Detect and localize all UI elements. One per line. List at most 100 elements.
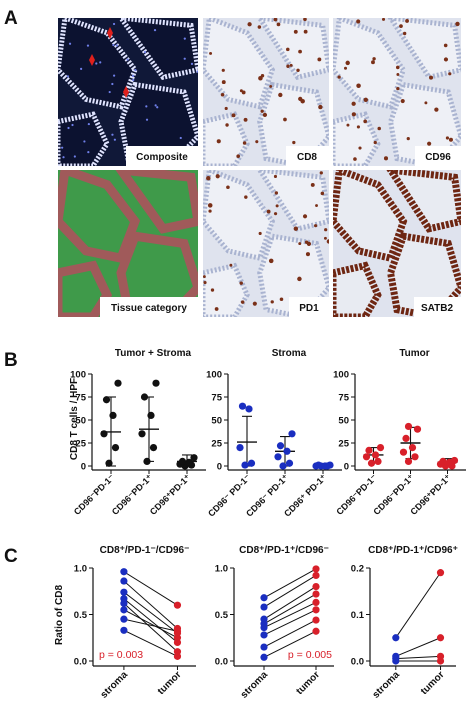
y-tick-label: 0.5 xyxy=(74,610,88,621)
tile-label: Composite xyxy=(136,152,188,163)
nucleus xyxy=(115,44,118,47)
nucleus xyxy=(153,29,157,32)
data-point xyxy=(236,444,244,452)
nucleus xyxy=(108,90,111,94)
stained-cell xyxy=(229,263,233,267)
tile-label-box xyxy=(414,297,461,317)
stained-cell xyxy=(324,228,328,232)
stained-cell xyxy=(214,307,219,311)
chart-title: Tumor xyxy=(399,348,429,359)
data-point xyxy=(374,457,382,465)
stained-cell xyxy=(306,241,312,246)
pair-line xyxy=(263,568,317,599)
stroma-point xyxy=(260,594,268,602)
data-point xyxy=(241,461,249,469)
panel-c-y-label: Ratio of CD8 xyxy=(54,585,65,645)
nucleus xyxy=(111,82,114,86)
y-tick-label: 100 xyxy=(70,370,86,381)
p-value-annotation: p = 0.003 xyxy=(99,649,143,661)
stroma-point xyxy=(120,606,128,614)
data-point xyxy=(140,393,149,401)
y-tick-label: 0 xyxy=(344,462,349,473)
tumor-region xyxy=(115,170,198,234)
stained-cell xyxy=(257,25,262,29)
y-tick-label: 25 xyxy=(211,439,222,450)
stroma-point xyxy=(260,623,268,632)
tile-satb2: SATB2 xyxy=(333,170,461,317)
nucleus xyxy=(134,68,137,72)
tumor-point xyxy=(312,565,320,573)
nucleus xyxy=(156,106,159,109)
nucleus xyxy=(99,61,102,64)
pair-line xyxy=(123,598,178,643)
nucleus xyxy=(179,136,182,140)
tumor-point xyxy=(312,616,320,624)
stained-cell xyxy=(289,63,293,67)
data-point xyxy=(413,425,422,433)
stained-cell xyxy=(231,113,236,118)
pair-line xyxy=(123,591,178,634)
nucleus xyxy=(143,51,147,54)
stroma-point xyxy=(260,643,268,651)
tile-composite: Composite xyxy=(58,18,198,166)
stained-cell xyxy=(293,226,299,231)
nucleus xyxy=(183,37,186,40)
y-tick-label: 0 xyxy=(81,462,86,473)
gland xyxy=(203,262,250,317)
data-point xyxy=(367,459,376,467)
stained-cell xyxy=(303,18,307,22)
stained-cell xyxy=(314,224,318,228)
stained-cell xyxy=(395,65,400,70)
data-point xyxy=(114,379,122,387)
stained-cell xyxy=(356,19,361,24)
nucleus xyxy=(87,151,90,154)
data-point xyxy=(362,453,371,461)
tumor-region xyxy=(58,170,141,264)
stained-cell xyxy=(317,57,322,62)
nucleus xyxy=(111,133,114,136)
tile-label: Tissue category xyxy=(111,303,187,314)
gland xyxy=(333,261,382,317)
stained-cell xyxy=(315,204,318,207)
tumor-point xyxy=(312,627,320,635)
stained-cell xyxy=(303,29,308,34)
x-tick-label: tumor xyxy=(156,669,184,697)
data-point xyxy=(402,434,410,442)
tile-label: SATB2 xyxy=(421,303,453,314)
data-point xyxy=(190,454,198,462)
nucleus xyxy=(66,75,70,78)
stained-cell xyxy=(323,236,327,240)
y-tick-label: 25 xyxy=(75,439,86,450)
data-point xyxy=(365,446,373,454)
gland xyxy=(203,170,276,262)
data-point xyxy=(147,411,155,419)
stained-cell xyxy=(382,18,386,21)
stained-cell xyxy=(292,140,296,145)
nucleus xyxy=(145,105,148,108)
y-tick-label: 0 xyxy=(217,462,222,473)
stained-cell xyxy=(326,239,329,244)
data-point xyxy=(247,459,256,467)
nucleus xyxy=(62,156,65,159)
stroma-point xyxy=(120,568,128,576)
tumor-region xyxy=(58,260,113,317)
arrow-marker xyxy=(107,27,113,39)
stained-cell xyxy=(406,137,410,141)
stained-cell xyxy=(372,57,376,61)
stained-cell xyxy=(268,258,274,264)
stained-cell xyxy=(221,68,225,72)
stained-cell xyxy=(255,140,259,144)
gland xyxy=(203,18,276,110)
panel-letter-a: A xyxy=(4,8,18,29)
gland xyxy=(58,18,138,110)
pair-line xyxy=(263,619,317,648)
tumor-region xyxy=(116,231,198,317)
pair-line xyxy=(263,601,317,628)
chart-title: CD8⁺/PD-1⁺/CD96⁺ xyxy=(368,545,458,556)
stained-cell xyxy=(286,64,290,68)
data-point xyxy=(376,444,385,452)
stained-cell xyxy=(353,157,357,161)
pair-line xyxy=(123,571,178,606)
tumor-point xyxy=(173,652,182,660)
chart-title: CD8⁺/PD-1⁻/CD96⁻ xyxy=(100,545,190,556)
